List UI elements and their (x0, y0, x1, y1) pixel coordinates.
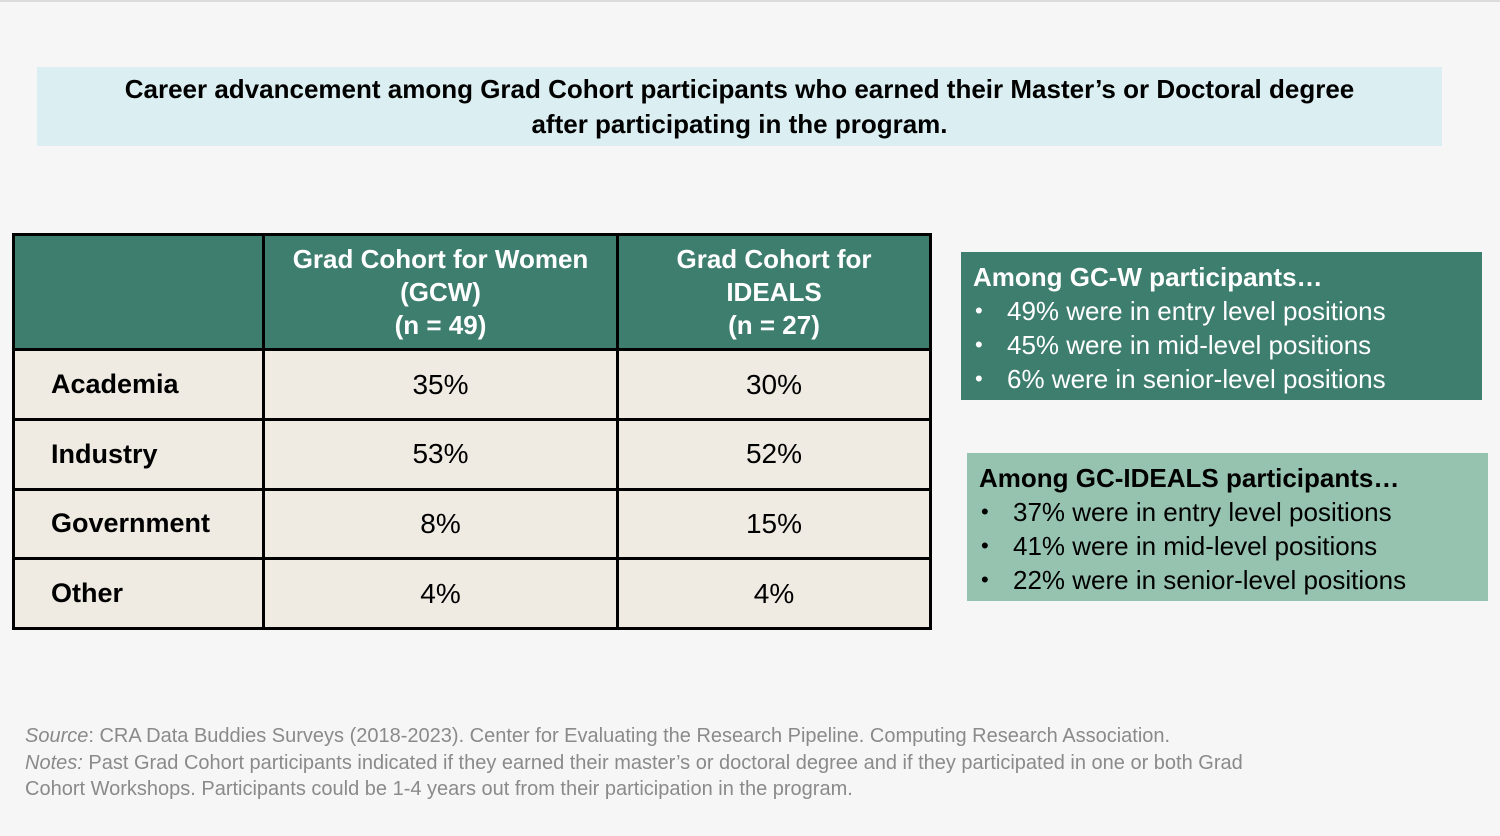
title-line-2: after participating in the program. (531, 108, 948, 139)
notes-line: Notes: Past Grad Cohort participants ind… (25, 750, 1445, 777)
bullet-icon: • (981, 567, 989, 592)
cell-other-gcw: 4% (262, 557, 619, 630)
header-ideals-line1: Grad Cohort for (676, 243, 872, 274)
ideals-item-entry: 37% were in entry level positions (1013, 497, 1392, 527)
list-item: • 49% were in entry level positions (973, 294, 1470, 328)
header-gcw: Grad Cohort for Women (GCW) (n = 49) (262, 232, 619, 352)
bullet-icon: • (975, 298, 983, 323)
ideals-summary-list: • 37% were in entry level positions • 41% … (979, 495, 1476, 597)
cell-other-ideals: 4% (616, 557, 932, 630)
gcw-item-mid: 45% were in mid-level positions (1007, 330, 1372, 360)
cell-academia-ideals: 30% (616, 348, 932, 421)
ideals-summary-box: Among GC-IDEALS participants… • 37% were … (967, 453, 1488, 601)
cell-government-gcw: 8% (262, 487, 619, 561)
list-item: • 6% were in senior-level positions (973, 362, 1470, 396)
source-text: : CRA Data Buddies Surveys (2018-2023). … (88, 725, 1171, 747)
source-line: Source: CRA Data Buddies Surveys (2018-2… (25, 723, 1445, 750)
ideals-item-senior: 22% were in senior-level positions (1013, 565, 1407, 595)
bullet-icon: • (981, 499, 989, 524)
row-label-academia: Academia (12, 348, 265, 421)
notes-label: Notes: (25, 751, 83, 774)
header-ideals: Grad Cohort for IDEALS (n = 27) (616, 232, 932, 352)
gcw-summary-heading: Among GC-W participants… (973, 262, 1323, 292)
gcw-summary-list: • 49% were in entry level positions • 45% … (973, 294, 1470, 396)
header-ideals-line2: IDEALS (726, 276, 822, 307)
row-label-other: Other (12, 557, 265, 630)
source-label: Source (25, 725, 89, 747)
gcw-item-senior: 6% were in senior-level positions (1007, 364, 1386, 394)
header-ideals-n: (n = 27) (728, 309, 820, 340)
cell-industry-gcw: 53% (262, 417, 619, 491)
header-gcw-n: (n = 49) (394, 309, 487, 340)
gcw-item-entry: 49% were in entry level positions (1007, 296, 1386, 326)
bullet-icon: • (975, 332, 983, 357)
cell-industry-ideals: 52% (616, 417, 932, 491)
cell-government-ideals: 15% (616, 487, 932, 561)
list-item: • 22% were in senior-level positions (979, 563, 1476, 597)
gcw-summary-box: Among GC-W participants… • 49% were in en… (961, 252, 1482, 400)
table-header-row: Grad Cohort for Women (GCW) (n = 49) Gra… (12, 232, 932, 352)
ideals-summary-heading: Among GC-IDEALS participants… (979, 463, 1400, 493)
top-divider (0, 0, 1500, 2)
table-row: Industry 53% 52% (12, 417, 932, 491)
table-row: Government 8% 15% (12, 487, 932, 561)
bullet-icon: • (975, 366, 983, 391)
bullet-icon: • (981, 533, 989, 558)
source-footnote: Source: CRA Data Buddies Surveys (2018-2… (25, 723, 1445, 803)
table-row: Academia 35% 30% (12, 348, 932, 421)
header-empty-cell (12, 232, 265, 352)
header-gcw-line2: (GCW) (400, 276, 481, 307)
page-title: Career advancement among Grad Cohort par… (37, 67, 1442, 146)
notes-text-1: Past Grad Cohort participants indicated … (82, 751, 1243, 774)
row-label-industry: Industry (12, 417, 265, 491)
header-gcw-line1: Grad Cohort for Women (292, 243, 589, 274)
list-item: • 41% were in mid-level positions (979, 529, 1476, 563)
cell-academia-gcw: 35% (262, 348, 619, 421)
list-item: • 45% were in mid-level positions (973, 328, 1470, 362)
notes-text-2: Cohort Workshops. Participants could be … (25, 778, 853, 800)
title-line-1: Career advancement among Grad Cohort par… (124, 73, 1355, 104)
list-item: • 37% were in entry level positions (979, 495, 1476, 529)
row-label-government: Government (12, 487, 265, 561)
ideals-item-mid: 41% were in mid-level positions (1013, 531, 1378, 561)
career-sector-table: Grad Cohort for Women (GCW) (n = 49) Gra… (12, 232, 932, 630)
table-row: Other 4% 4% (12, 557, 932, 630)
